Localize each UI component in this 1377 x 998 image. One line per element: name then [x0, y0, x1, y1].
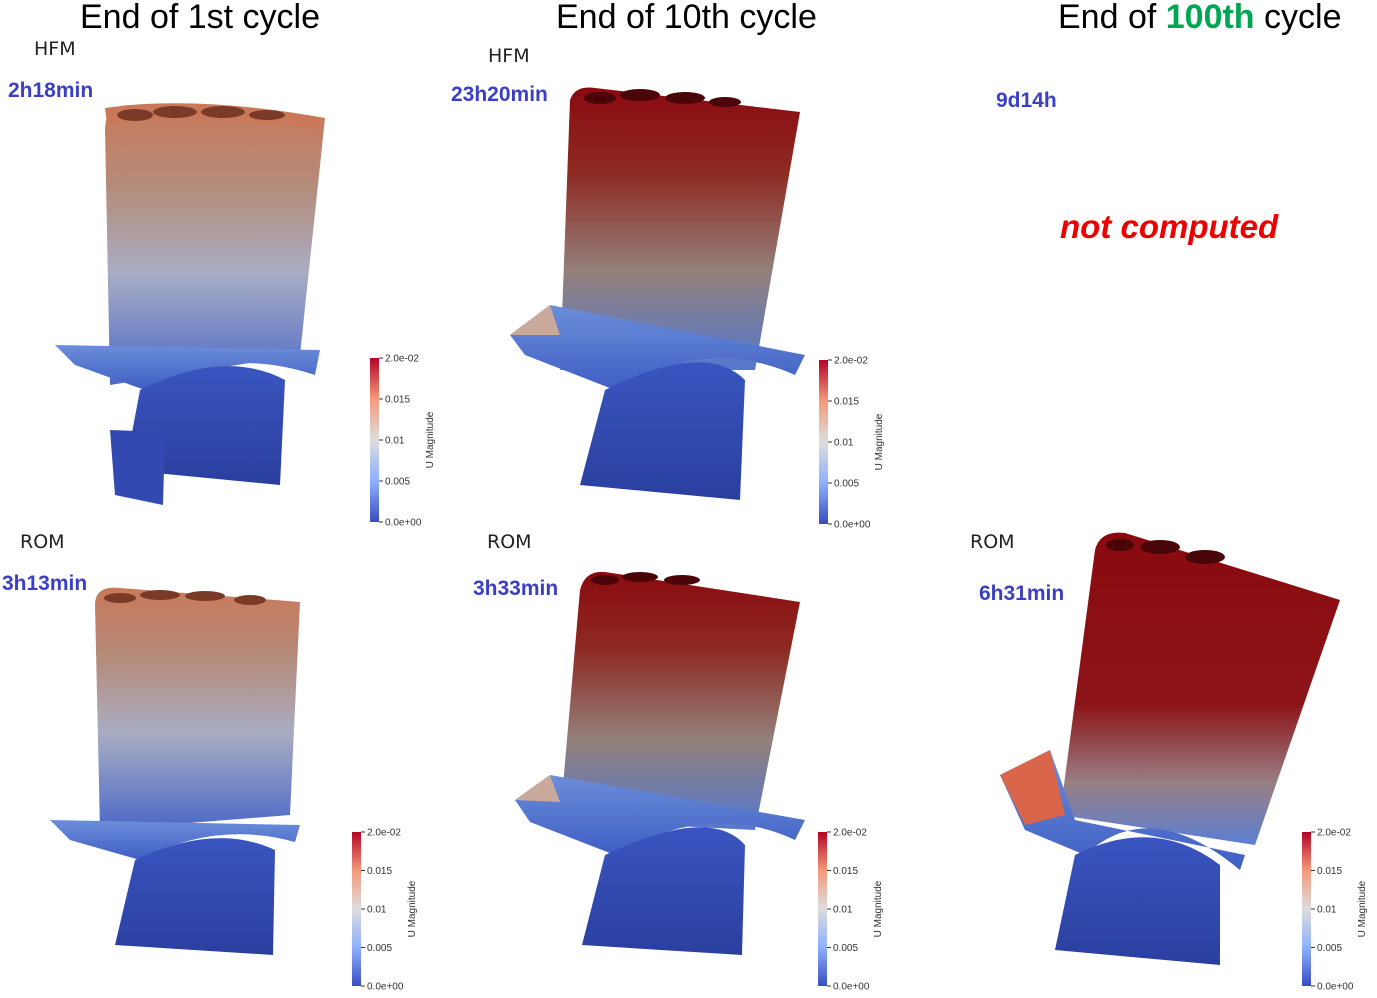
- rom-label-2: ROM: [487, 531, 532, 553]
- colorbar-tick-label: 0.015: [385, 395, 410, 406]
- blade-hfm-1st: [55, 103, 325, 505]
- blade-hfm-10th: [510, 87, 805, 500]
- colorbar-hfm-1st: 2.0e-02 0.015 0.01 0.005 0.0e+00 U Magnitude: [370, 354, 436, 529]
- colorbar-title: U Magnitude: [1357, 880, 1368, 937]
- rom-label-1: ROM: [20, 531, 65, 553]
- colorbar-tick-label: 0.01: [367, 905, 387, 916]
- hfm-label-2: HFM: [488, 45, 530, 67]
- hfm-time-1: 2h18min: [8, 79, 94, 102]
- colorbar-tick-label: 0.005: [367, 943, 392, 954]
- blade-rom-10th: [515, 571, 805, 955]
- colorbar-gradient: [370, 358, 379, 522]
- highlight-100th: 100th: [1165, 0, 1255, 36]
- colorbar-tick-label: 0.0e+00: [367, 982, 404, 993]
- colorbar-tick-label: 0.01: [833, 905, 853, 916]
- colorbar-gradient: [819, 360, 828, 524]
- colorbar-tick-label: 0.005: [385, 477, 410, 488]
- colorbar-tick-label: 0.005: [834, 479, 859, 490]
- hfm-time-3: 9d14h: [996, 89, 1057, 112]
- colorbar-title: U Magnitude: [873, 880, 884, 937]
- colorbar-tick-label: 0.0e+00: [834, 520, 871, 531]
- colorbar-tick-label: 0.0e+00: [385, 518, 422, 529]
- colorbar-tick-label: 0.01: [385, 436, 405, 447]
- column-title-100th: End of 100th cycle: [1058, 0, 1342, 36]
- colorbar-tick-label: 0.015: [1317, 866, 1342, 877]
- colorbar-tick-label: 0.015: [367, 866, 392, 877]
- rom-label-3: ROM: [970, 531, 1015, 553]
- blade-rom-100th: [1000, 532, 1340, 965]
- colorbar-gradient: [818, 832, 827, 986]
- colorbar-rom-10th: 2.0e-02 0.015 0.01 0.005 0.0e+00 U Magnitude: [818, 828, 884, 993]
- not-computed-label: not computed: [1060, 208, 1279, 245]
- colorbar-tick-label: 0.0e+00: [1317, 982, 1354, 993]
- rom-time-2: 3h33min: [473, 577, 559, 600]
- column-title-10th: End of 10th cycle: [556, 0, 817, 36]
- colorbar-gradient: [352, 832, 361, 986]
- colorbar-tick-label: 0.005: [833, 943, 858, 954]
- rom-time-3: 6h31min: [979, 582, 1065, 605]
- colorbar-rom-1st: 2.0e-02 0.015 0.01 0.005 0.0e+00 U Magnitude: [352, 828, 418, 993]
- rom-time-1: 3h13min: [2, 572, 88, 595]
- colorbar-tick-label: 0.01: [1317, 905, 1337, 916]
- colorbar-tick-label: 2.0e-02: [367, 828, 401, 839]
- colorbar-tick-label: 0.015: [833, 866, 858, 877]
- colorbar-tick-label: 2.0e-02: [834, 356, 868, 367]
- hfm-label-1: HFM: [34, 38, 76, 60]
- colorbar-hfm-10th: 2.0e-02 0.015 0.01 0.005 0.0e+00 U Magnitude: [819, 356, 885, 531]
- colorbar-tick-label: 0.005: [1317, 943, 1342, 954]
- column-title-1st: End of 1st cycle: [80, 0, 321, 36]
- colorbar-tick-label: 2.0e-02: [385, 354, 419, 365]
- blade-rom-1st: [50, 587, 300, 955]
- hfm-time-2: 23h20min: [451, 83, 548, 106]
- colorbar-tick-label: 0.0e+00: [833, 982, 870, 993]
- colorbar-tick-label: 0.01: [834, 438, 854, 449]
- colorbar-tick-label: 2.0e-02: [1317, 828, 1351, 839]
- colorbar-title: U Magnitude: [874, 413, 885, 470]
- colorbar-rom-100th: 2.0e-02 0.015 0.01 0.005 0.0e+00 U Magnitude: [1302, 828, 1368, 993]
- colorbar-gradient: [1302, 832, 1311, 986]
- colorbar-tick-label: 0.015: [834, 397, 859, 408]
- colorbar-title: U Magnitude: [425, 411, 436, 468]
- colorbar-title: U Magnitude: [407, 880, 418, 937]
- colorbar-tick-label: 2.0e-02: [833, 828, 867, 839]
